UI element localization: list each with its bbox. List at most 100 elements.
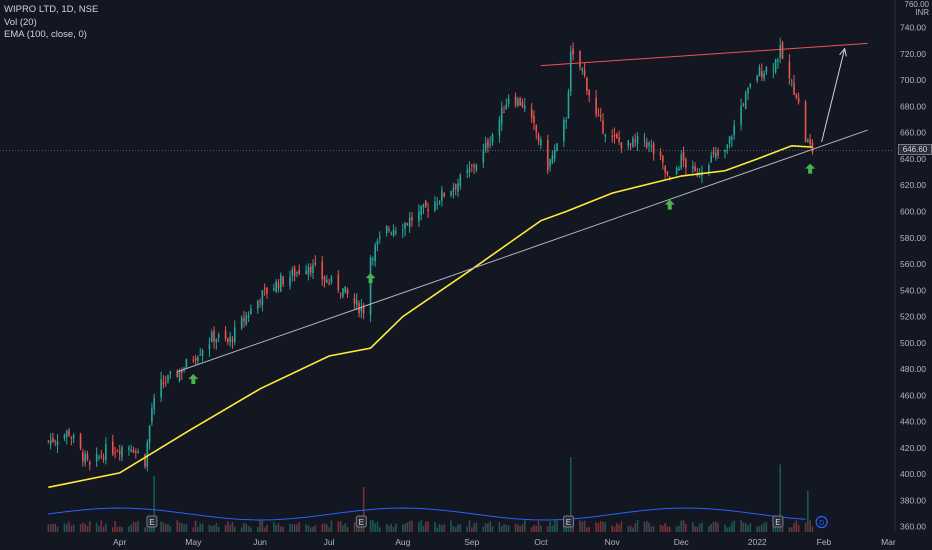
volume-bar (498, 521, 501, 532)
volume-bar (740, 520, 742, 532)
candle-body (98, 457, 100, 459)
volume-bar (427, 521, 429, 532)
candle-body (450, 190, 452, 196)
volume-bar (708, 526, 710, 532)
y-tick-label: 460.00 (900, 390, 926, 400)
y-tick-label: 560.00 (900, 259, 926, 269)
volume-bar (475, 522, 478, 532)
candle-body (411, 216, 413, 221)
volume-bar (215, 522, 218, 532)
volume-bar (546, 526, 549, 532)
volume-bar (227, 521, 229, 532)
volume-bar (309, 527, 312, 532)
candle-body (261, 290, 264, 305)
candle-body (54, 440, 57, 442)
volume-bar (210, 525, 213, 532)
volume-bar (224, 524, 227, 532)
volume-bar (111, 527, 114, 532)
candle-body (487, 140, 489, 148)
volume-bar (181, 523, 183, 532)
volume-bar (337, 521, 340, 532)
candle-body (758, 67, 761, 77)
volume-bar (521, 523, 524, 532)
volume-bar (731, 522, 733, 532)
candle-body (811, 142, 814, 152)
candle-body (118, 451, 121, 454)
candle-body (595, 97, 597, 115)
candle-body (535, 124, 538, 133)
volume-bar (454, 526, 457, 532)
candle-body (95, 454, 98, 462)
candle-body (441, 190, 443, 201)
volume-bar (675, 526, 678, 532)
candle-body (588, 89, 590, 96)
x-tick-label: Jul (324, 537, 335, 547)
volume-bar (217, 526, 220, 532)
candle-body (747, 87, 749, 94)
projection-arrow-head (839, 47, 847, 57)
volume-bar (201, 523, 204, 532)
candle-body (372, 258, 374, 260)
volume-bar (793, 523, 795, 532)
candle-body (355, 300, 358, 306)
volume-bar (666, 526, 669, 532)
volume-bar (468, 520, 471, 532)
volume-bar (487, 523, 489, 532)
volume-bar (293, 524, 296, 532)
volume-bar (572, 525, 574, 532)
candle-body (404, 223, 406, 230)
candle-body (148, 425, 151, 443)
volume-bar (342, 525, 344, 532)
volume-bar (385, 524, 388, 532)
candle-body (530, 108, 533, 118)
volume-bar (728, 526, 731, 532)
y-tick-label: 660.00 (900, 128, 926, 138)
volume-bar (355, 522, 358, 532)
volume-bar (533, 524, 535, 532)
candle-body (551, 155, 554, 164)
symbol-title: WIPRO LTD, 1D, NSE (4, 4, 99, 15)
volume-bar (213, 525, 215, 532)
volume-indicator-label: Vol (20) (4, 16, 37, 28)
earnings-icon-letter: E (566, 518, 571, 527)
candle-body (708, 165, 710, 172)
candle-body (134, 451, 137, 453)
candle-body (438, 201, 441, 203)
volume-bar (100, 520, 103, 532)
volume-bar (668, 526, 671, 532)
candle-body (181, 369, 183, 373)
candle-body (289, 277, 291, 286)
volume-bar (678, 526, 680, 532)
volume-bar (505, 525, 508, 532)
volume-bar (611, 525, 614, 532)
y-tick-label: 440.00 (900, 417, 926, 427)
volume-bar (279, 526, 282, 532)
candle-body (804, 102, 807, 142)
volume-bar (194, 520, 197, 532)
volume-bar (47, 524, 50, 532)
candle-body (229, 336, 231, 342)
volume-bar (353, 522, 356, 532)
volume-bar (749, 523, 752, 532)
candle-body (761, 71, 763, 78)
candle-body (650, 145, 653, 147)
candle-body (517, 98, 519, 106)
candle-body (233, 327, 236, 342)
candle-body (339, 292, 342, 294)
volume-bar (411, 520, 413, 532)
candle-body (72, 435, 75, 439)
candle-body (102, 457, 105, 460)
candle-body (100, 455, 103, 457)
candle-body (659, 151, 662, 156)
candle-body (376, 240, 379, 245)
volume-bar (98, 525, 100, 532)
candle-body (162, 382, 165, 385)
candle-body (167, 374, 169, 382)
candle-body (314, 262, 317, 265)
volume-bar (128, 526, 130, 532)
candle-body (390, 232, 393, 234)
y-tick-label: 740.00 (900, 23, 926, 33)
candle-body (756, 75, 759, 81)
candle-body (105, 444, 107, 460)
